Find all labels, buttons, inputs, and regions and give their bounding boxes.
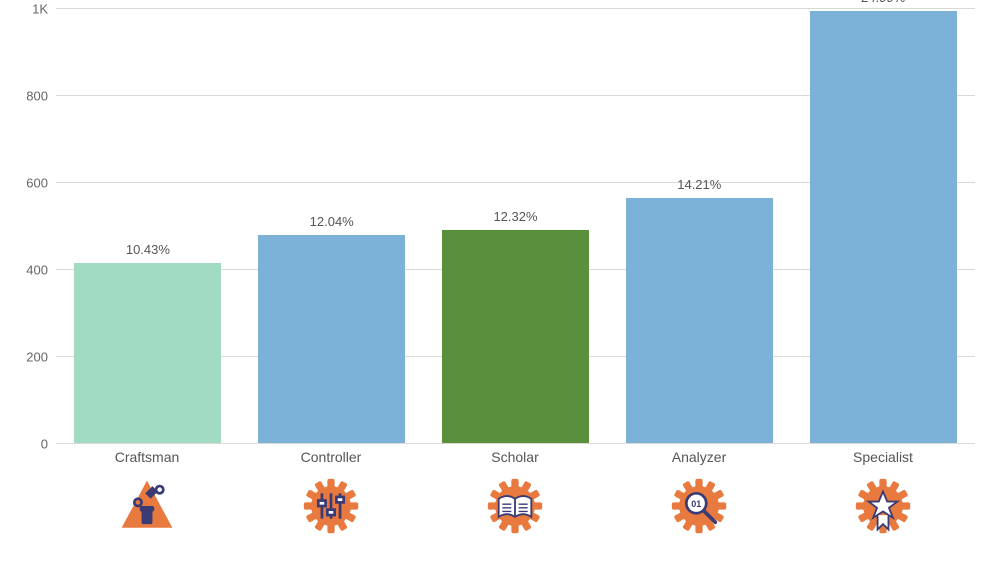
x-axis-label: Controller [239,443,423,465]
bar-slot: 10.43% [56,8,240,443]
bar[interactable]: 10.43% [74,263,221,443]
y-tick-label: 200 [26,350,56,365]
bars-container: 10.43% 12.04% 12.32% 14.21% 24.99% [56,8,975,443]
bar-slot: 24.99% [791,8,975,443]
analyzer-icon-cell: 01 [607,471,791,541]
bar[interactable]: 14.21% [626,198,773,443]
x-axis: CraftsmanControllerScholarAnalyzerSpecia… [55,443,975,465]
controller-icon [302,477,360,535]
x-axis-label: Specialist [791,443,975,465]
craftsman-icon [118,477,176,535]
specialist-icon-cell [791,471,975,541]
bar-value-label: 12.32% [493,209,537,230]
bar-value-label: 12.04% [310,214,354,235]
specialist-icon [854,477,912,535]
y-tick-label: 1K [32,2,56,17]
y-tick-label: 800 [26,89,56,104]
scholar-icon-cell [423,471,607,541]
y-tick-label: 600 [26,176,56,191]
category-icons-row: 01 [55,471,975,541]
bar[interactable]: 12.04% [258,235,405,443]
bar-value-label: 14.21% [677,177,721,198]
y-tick-label: 0 [41,437,56,452]
controller-icon-cell [239,471,423,541]
analyzer-icon: 01 [670,477,728,535]
craftsman-icon-cell [55,471,239,541]
plot-area: 02004006008001K10.43%12.04%12.32%14.21%2… [55,8,975,443]
bar-value-label: 10.43% [126,242,170,263]
bar-slot: 12.32% [424,8,608,443]
y-tick-label: 400 [26,263,56,278]
bar[interactable]: 24.99% [810,11,957,443]
bar[interactable]: 12.32% [442,230,589,443]
bar-slot: 12.04% [240,8,424,443]
x-axis-label: Scholar [423,443,607,465]
scholar-icon [486,477,544,535]
bar-slot: 14.21% [607,8,791,443]
x-axis-label: Craftsman [55,443,239,465]
bar-value-label: 24.99% [861,0,905,11]
svg-text:01: 01 [691,499,701,509]
x-axis-label: Analyzer [607,443,791,465]
bar-chart: 0 200 400 600 800 1K 10.43% 12.04% 12.32% 14.21% 2… [0,0,988,576]
